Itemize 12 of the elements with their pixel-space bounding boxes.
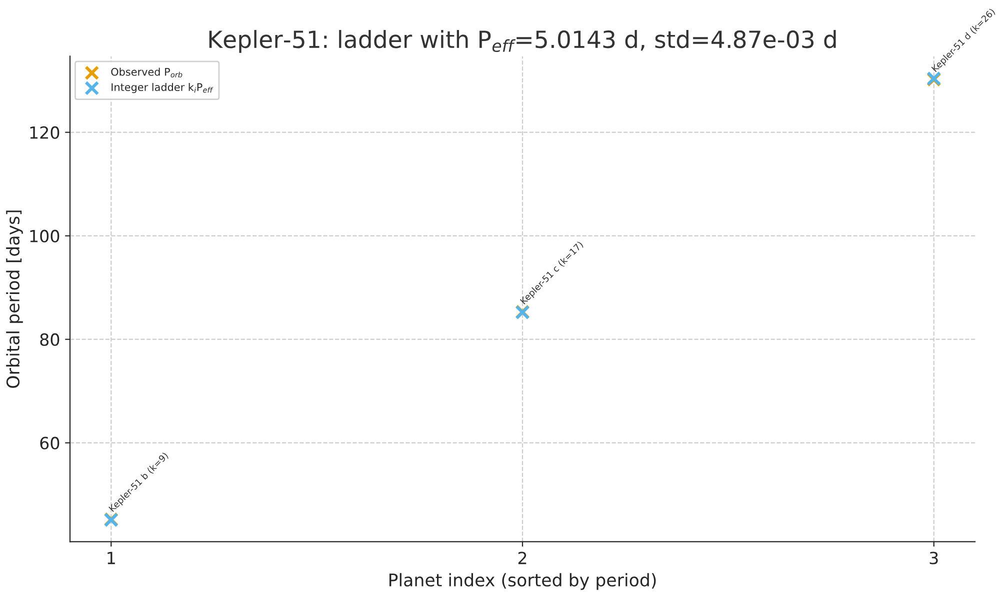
y-tick-label: 80 [40,333,60,346]
chart-title: Kepler-51: ladder with P$_{eff}$=5.0143 d, std=4.87e-03 d [209,30,836,53]
legend-label: Integer ladder k$_{i}$P$_{eff}$ [112,82,214,94]
x-axis-title: Planet index (sorted by period) [389,573,656,590]
y-tick-label: 100 [30,230,60,242]
y-tick-label: 120 [30,126,60,139]
y-axis-title: Orbital period [days] [6,210,23,388]
x-tick-label: 1 [108,552,115,564]
legend-label: Observed P$_{orb}$ [111,68,182,78]
x-tick-label: 3 [930,552,938,564]
x-tick-label: 2 [518,552,526,564]
y-tick-label: 60 [40,436,60,450]
